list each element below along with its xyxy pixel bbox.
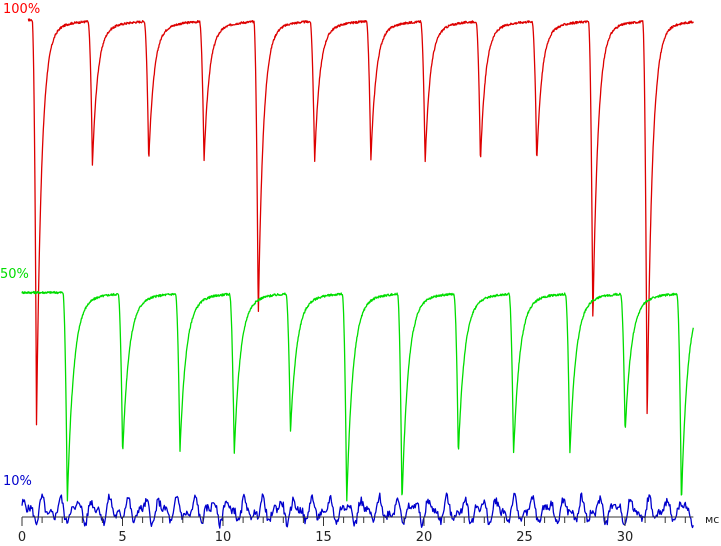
x-tick-label: 15 <box>315 530 332 545</box>
level-label-10: 10% <box>3 474 32 489</box>
x-tick-label: 5 <box>118 530 126 545</box>
x-tick-label: 25 <box>516 530 533 545</box>
series-line-50 <box>21 290 694 502</box>
series-line-10 <box>21 492 694 529</box>
x-tick-label: 20 <box>416 530 433 545</box>
x-axis-unit-label: мс <box>705 513 719 526</box>
x-tick-label: 0 <box>18 530 26 545</box>
level-label-50: 50% <box>0 267 29 282</box>
level-label-100: 100% <box>3 2 40 17</box>
x-tick-label: 30 <box>617 530 634 545</box>
x-tick-label: 10 <box>215 530 232 545</box>
series-line-100 <box>27 18 694 426</box>
